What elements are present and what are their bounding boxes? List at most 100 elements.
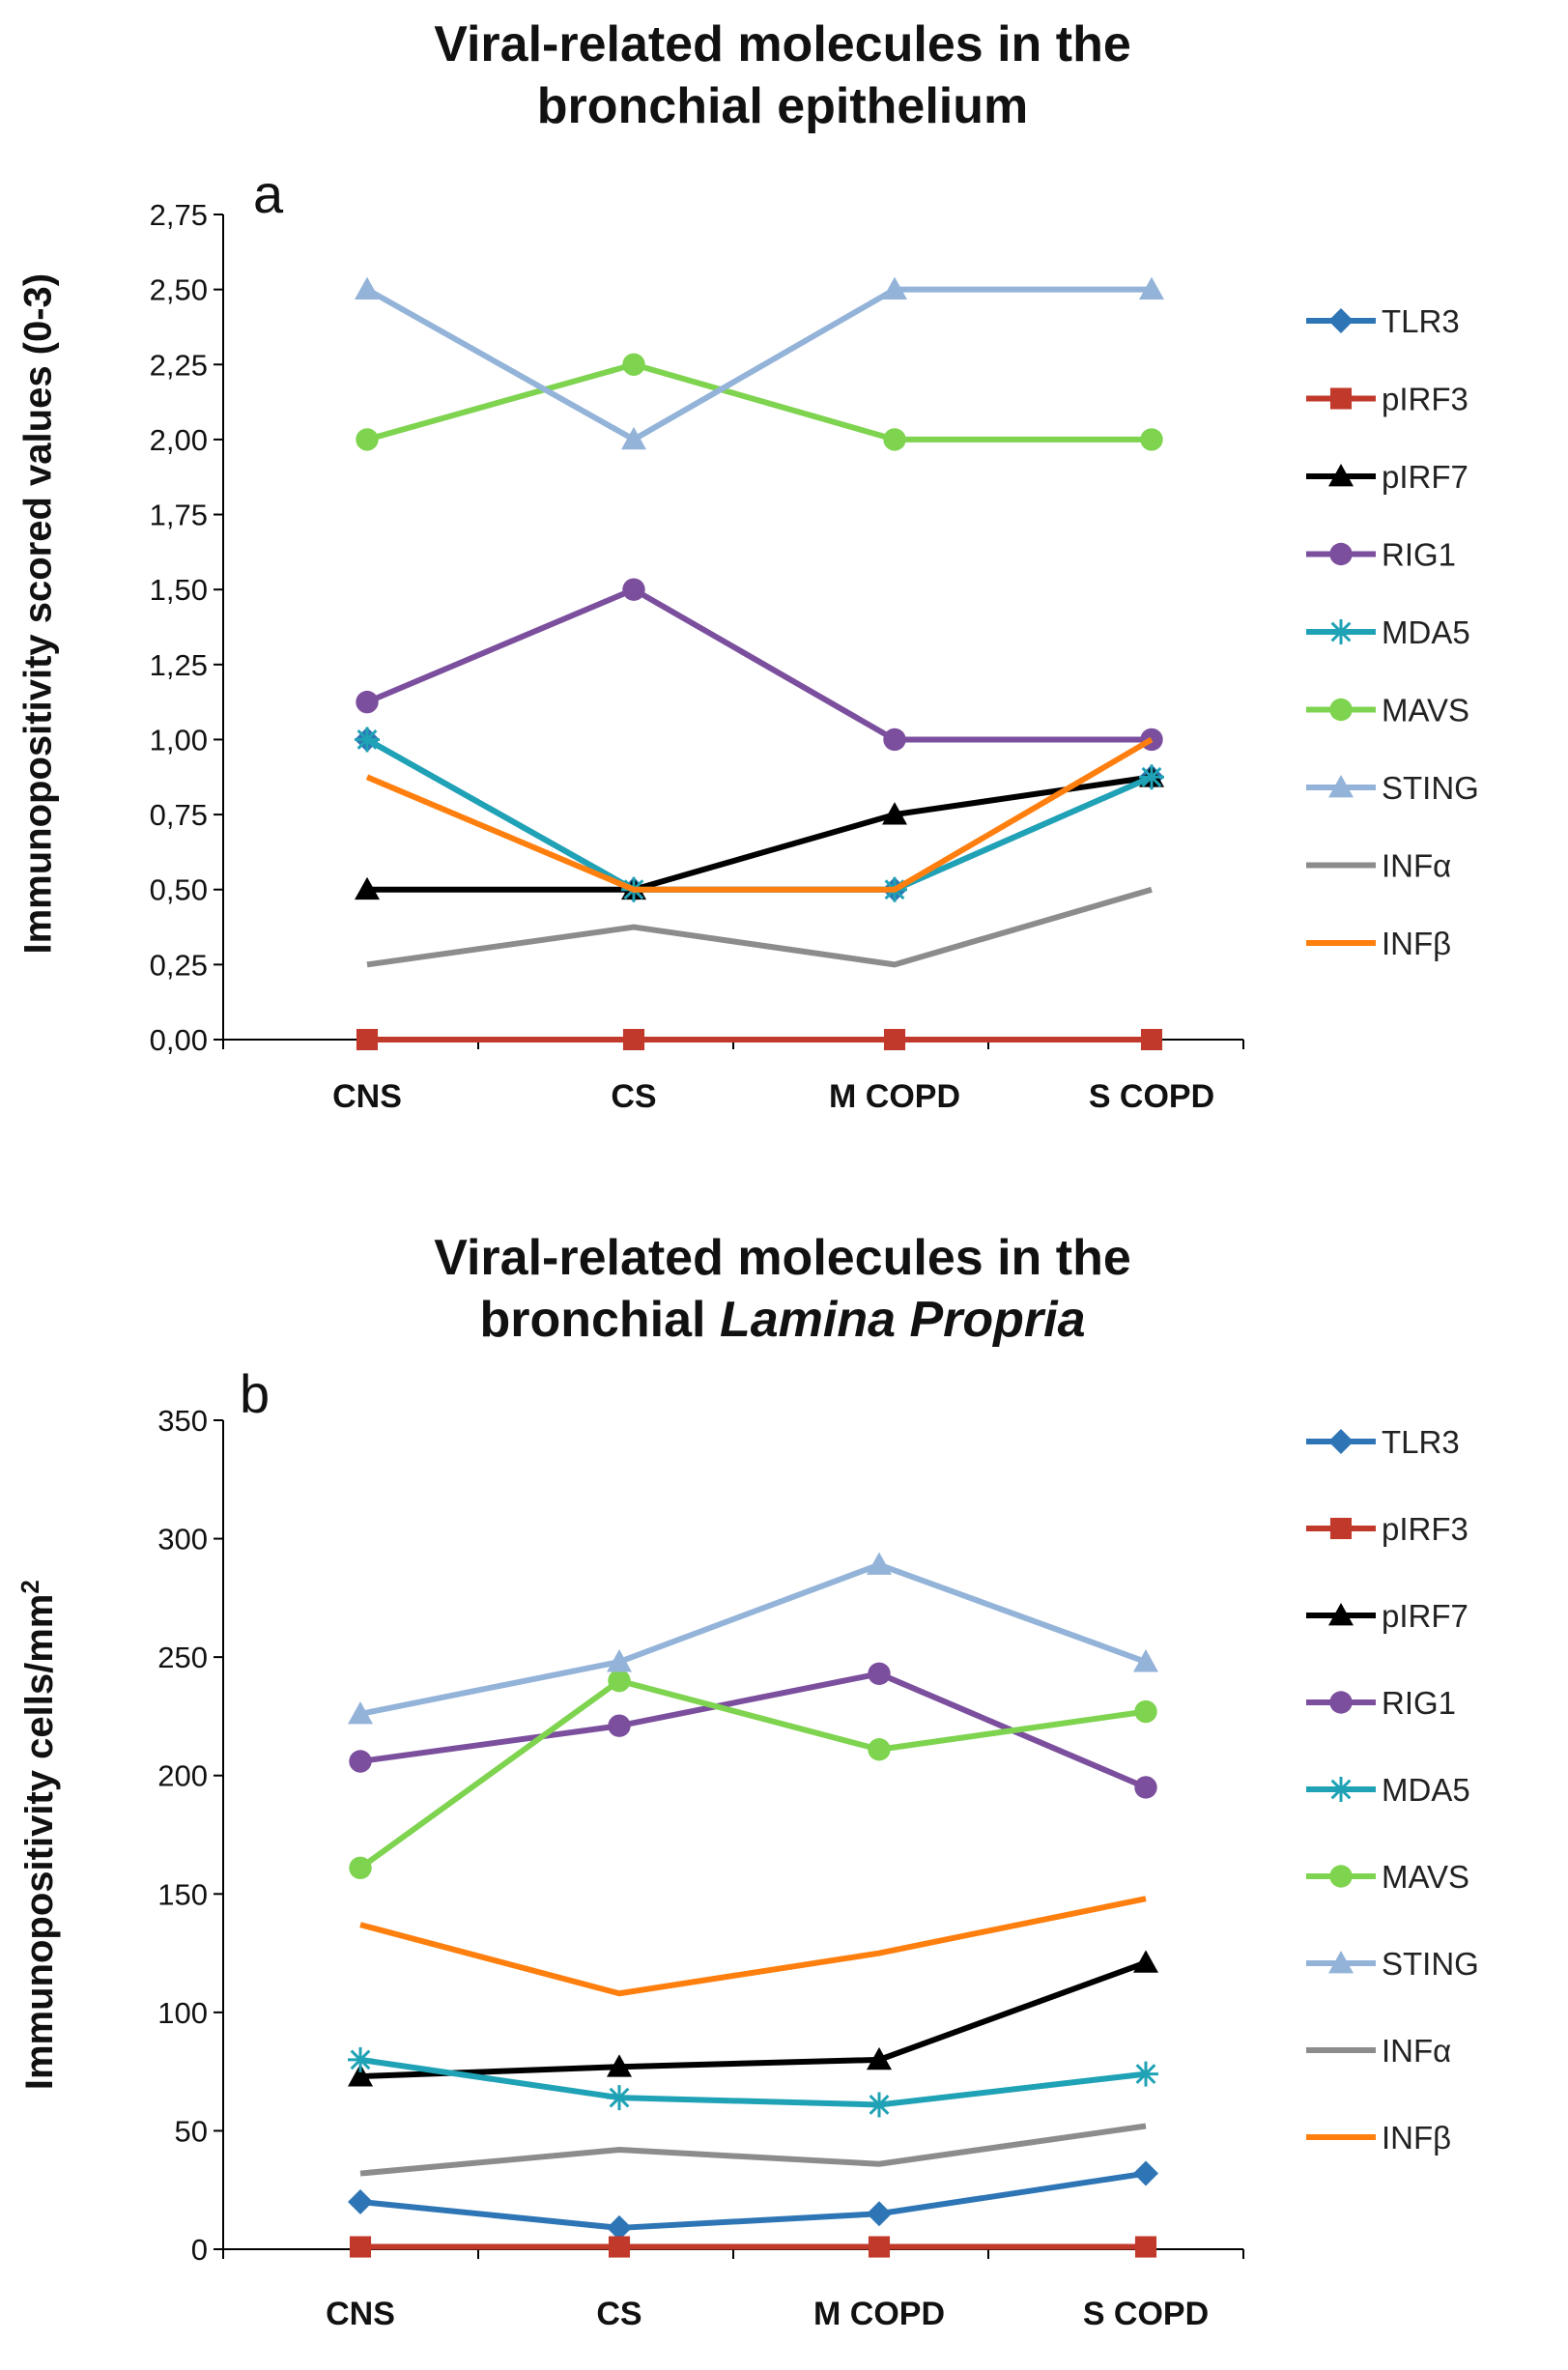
series-pirf3 <box>349 2236 1157 2258</box>
legend-marker-mda5 <box>1328 619 1354 644</box>
series-pirf3 <box>356 1028 1163 1051</box>
legend-marker-mavs <box>1329 1865 1353 1888</box>
series-inf <box>359 1896 1147 1997</box>
legend-label-pirf3: pIRF3 <box>1382 382 1468 417</box>
y-tick-label: 0,75 <box>150 798 208 832</box>
point-pirf7-cs <box>607 2054 632 2077</box>
series-pirf7 <box>348 1950 1158 2087</box>
point-pirf3-cns <box>356 1028 379 1051</box>
point-tlr3-cs <box>607 2214 632 2241</box>
y-tick-label: 50 <box>175 2114 208 2148</box>
series-pirf7 <box>355 764 1164 900</box>
point-pirf7-m-copd <box>882 802 907 825</box>
series-line-mda5 <box>359 2056 1147 2108</box>
series-mavs <box>356 353 1163 451</box>
y-tick-label: 2,00 <box>150 423 208 457</box>
y-tick-label: 350 <box>157 1404 208 1438</box>
legend-marker-tlr3 <box>1328 308 1354 333</box>
legend-item-mda5: MDA5 <box>1306 614 1470 650</box>
point-sting-cs <box>621 426 646 450</box>
chart-panel-b: Viral-related molecules in the bronchial… <box>0 1169 1568 2370</box>
y-tick-label: 0,00 <box>150 1023 208 1057</box>
series-line-mda5 <box>365 736 1154 893</box>
legend-label-rig1: RIG1 <box>1382 537 1456 573</box>
point-mavs-cs <box>622 353 645 376</box>
point-sting-s-copd <box>1139 276 1164 300</box>
series-rig1 <box>356 578 1163 752</box>
legend-label-mavs: MAVS <box>1382 1859 1469 1895</box>
legend-label-rig1: RIG1 <box>1382 1685 1456 1721</box>
legend-marker-rig1 <box>1329 1691 1353 1714</box>
y-tick-label: 0,50 <box>150 873 208 907</box>
legend-item-inf: INFβ <box>1306 926 1451 961</box>
point-tlr3-s-copd <box>1133 2160 1158 2186</box>
legend-item-pirf3: pIRF3 <box>1306 1511 1468 1547</box>
y-tick-label: 1,25 <box>150 648 208 682</box>
y-tick-label: 2,75 <box>150 198 208 232</box>
legend: TLR3 pIRF3 pIRF7 RIG1 MDA5 MAVS STING INFα INFβ <box>1306 1424 1479 2156</box>
legend-label-inf: INFβ <box>1382 2120 1451 2156</box>
point-mavs-cns <box>349 1856 372 1880</box>
point-sting-cns <box>355 276 380 300</box>
chart-a-title: Viral-related molecules in the bronchial… <box>174 14 1391 137</box>
series-line-inf <box>359 1896 1147 1997</box>
point-pirf7-cns <box>348 2064 373 2087</box>
point-mda5-cns <box>355 727 380 753</box>
point-pirf3-cs <box>622 1028 645 1051</box>
series-rig1 <box>349 1662 1157 1799</box>
series-inf <box>359 2123 1147 2177</box>
series-line-mavs <box>366 361 1152 443</box>
legend-marker-pirf7 <box>1328 1603 1354 1626</box>
point-pirf3-m-copd <box>883 1028 906 1051</box>
legend-item-mavs: MAVS <box>1306 693 1469 728</box>
legend-item-tlr3: TLR3 <box>1306 1424 1460 1460</box>
series-line-sting <box>359 1561 1148 1717</box>
x-tick-label-cs: CS <box>596 2296 641 2332</box>
series-line-mavs <box>358 1677 1147 1870</box>
series-inf <box>366 886 1153 968</box>
point-mavs-s-copd <box>1140 428 1163 451</box>
legend-item-inf: INFα <box>1306 848 1451 884</box>
point-mavs-cns <box>356 428 379 451</box>
series-line-inf <box>365 736 1154 893</box>
series-mda5 <box>348 2046 1158 2118</box>
point-mavs-s-copd <box>1134 1699 1157 1724</box>
legend-marker-tlr3 <box>1328 1429 1354 1454</box>
chart-b-title-line-1: Viral-related molecules in the <box>434 1230 1131 1286</box>
y-tick-label: 300 <box>157 1523 208 1556</box>
legend-marker-mavs <box>1329 698 1353 722</box>
legend-marker-sting <box>1328 775 1354 798</box>
series-mavs <box>349 1669 1157 1880</box>
legend-label-tlr3: TLR3 <box>1382 1424 1460 1460</box>
point-mda5-cs <box>607 2085 632 2111</box>
point-pirf3-m-copd <box>868 2236 891 2258</box>
legend-item-mavs: MAVS <box>1306 1859 1469 1895</box>
y-tick-label: 200 <box>157 1759 208 1793</box>
chart-a-title-line-1: Viral-related molecules in the <box>434 16 1131 72</box>
legend-label-inf: INFα <box>1382 2033 1451 2069</box>
legend-label-pirf7: pIRF7 <box>1382 459 1468 495</box>
legend-label-mda5: MDA5 <box>1382 1772 1470 1808</box>
series-tlr3 <box>348 2160 1158 2241</box>
point-mavs-cs <box>608 1669 631 1693</box>
chart-a-plot: 0,00 0,25 0,50 0,75 1,00 1,25 1,50 1,75 2,00 2,25… <box>150 198 1479 1115</box>
x-tick-label-cns: CNS <box>332 1078 402 1115</box>
legend-item-mda5: MDA5 <box>1306 1772 1470 1808</box>
point-sting-s-copd <box>1133 1649 1158 1672</box>
legend-label-mavs: MAVS <box>1382 693 1469 728</box>
point-sting-m-copd <box>867 1552 892 1575</box>
series-line-tlr3 <box>359 2170 1147 2231</box>
legend-label-mda5: MDA5 <box>1382 614 1470 650</box>
point-rig1-cns <box>356 690 379 714</box>
legend-item-pirf7: pIRF7 <box>1306 459 1468 495</box>
point-mavs-m-copd <box>868 1738 891 1761</box>
series-sting <box>355 276 1164 450</box>
y-tick-label: 250 <box>157 1641 208 1674</box>
chart-b-title-line-2: bronchial Lamina Propria <box>174 1289 1391 1351</box>
series-sting <box>348 1552 1158 1725</box>
series-line-rig1 <box>365 586 1152 743</box>
point-sting-m-copd <box>882 276 907 300</box>
legend-label-sting: STING <box>1382 1946 1479 1982</box>
point-pirf7-cns <box>355 876 380 900</box>
chart-b-title-italic: Lamina Propria <box>719 1292 1086 1348</box>
